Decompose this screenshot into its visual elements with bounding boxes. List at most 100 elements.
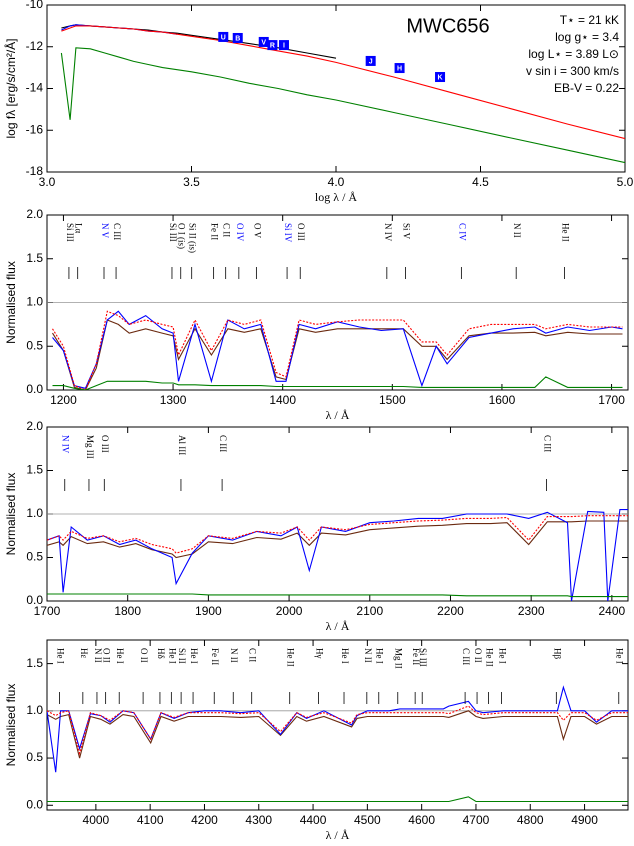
photometry-label: H (397, 65, 402, 72)
photometry-point (278, 40, 289, 51)
line-id: He II (560, 223, 570, 242)
spectrum-line (47, 509, 628, 601)
x-tick-label: 2100 (356, 604, 383, 618)
spectrum-line (61, 24, 337, 59)
line-id: Hβ (552, 648, 562, 659)
line-id: He I (167, 648, 177, 664)
x-tick-label: 1400 (269, 393, 296, 407)
photometry-point (232, 32, 243, 43)
line-id: Si III (65, 223, 75, 242)
y-tick-label: 1.5 (26, 463, 43, 477)
y-tick-label: 0.5 (26, 550, 43, 564)
line-id: N IV (61, 435, 71, 454)
x-tick-label: 2400 (599, 604, 626, 618)
line-id: Si V (401, 223, 411, 240)
line-id: C III (112, 223, 122, 240)
x-tick-label: 1200 (50, 393, 77, 407)
y-tick-label: 0.5 (26, 750, 43, 764)
x-tick-label: 1800 (114, 604, 141, 618)
x-tick-label: 4400 (300, 813, 327, 827)
x-tick-label: 5.0 (617, 175, 634, 189)
x-axis-title: λ / Å (326, 408, 350, 422)
line-id: N II (93, 648, 103, 663)
line-id: O V (252, 223, 262, 239)
spectrum-line (52, 310, 623, 390)
line-id: O IV (235, 223, 245, 242)
line-id: C III (218, 435, 228, 452)
photometry-label: I (283, 42, 285, 49)
spectrum-line (47, 593, 628, 598)
y-tick-label: -18 (26, 164, 44, 178)
x-tick-label: 2000 (276, 604, 303, 618)
x-tick-label: 1600 (489, 393, 516, 407)
line-id: Si III (168, 223, 178, 242)
line-id: He I (55, 648, 65, 664)
annotation: log L⋆ = 3.89 L⊙ (528, 47, 619, 61)
x-tick-label: 4200 (191, 813, 218, 827)
x-tick-label: 4.0 (328, 175, 345, 189)
line-id: Si II (177, 648, 187, 664)
line-id: O III (100, 435, 110, 453)
photometry-label: R (270, 42, 275, 49)
chart-title: MWC656 (406, 15, 489, 37)
x-tick-label: 4500 (354, 813, 381, 827)
plot-frame (46, 4, 626, 173)
y-tick-label: -14 (26, 81, 44, 95)
photometry-point (218, 31, 229, 42)
annotation: T⋆ = 21 kK (560, 13, 619, 27)
line-id: C II (248, 648, 258, 662)
y-tick-label: 0.0 (26, 797, 43, 811)
line-id: O II (139, 648, 149, 663)
y-tick-label: 0.0 (26, 382, 43, 396)
line-id: C III (542, 435, 552, 452)
photometry-point (267, 40, 278, 51)
annotation: v sin i = 300 km/s (526, 64, 619, 78)
x-tick-label: 4100 (137, 813, 164, 827)
spectrum-line (47, 705, 628, 756)
y-tick-label: 0.0 (26, 593, 43, 607)
line-id: He I (615, 648, 625, 664)
line-id: C II (222, 223, 232, 237)
photometry-label: U (221, 34, 226, 41)
x-tick-label: 4800 (517, 813, 544, 827)
spectrum-line (47, 685, 628, 773)
x-tick-label: 4300 (245, 813, 272, 827)
x-axis-title: λ / Å (326, 619, 350, 633)
y-tick-label: -10 (26, 0, 44, 11)
line-id: He II (484, 648, 494, 667)
y-axis-title: Normalised flux (4, 261, 18, 344)
x-tick-label: 1900 (195, 604, 222, 618)
y-tick-label: 2.0 (26, 207, 43, 221)
x-tick-label: 4600 (408, 813, 435, 827)
spectrum-line (47, 520, 628, 559)
line-id: Fe II (210, 648, 220, 665)
line-id: Si II (is) (188, 223, 198, 253)
line-id: Hε (79, 648, 89, 658)
spectrum-line (52, 310, 623, 389)
y-axis-title: log fλ [erg/s/cm²/Å] (3, 38, 18, 138)
y-tick-label: 2.0 (26, 419, 43, 433)
line-id: Al III (177, 435, 187, 455)
line-id: Si IV (283, 223, 293, 243)
y-axis-title: Normalised flux (4, 684, 18, 767)
line-id: He II (286, 648, 296, 667)
y-tick-label: 0.5 (26, 338, 43, 352)
x-tick-label: 3.0 (39, 175, 56, 189)
x-tick-label: 4900 (571, 813, 598, 827)
y-tick-label: 1.0 (26, 295, 43, 309)
y-tick-label: 1.0 (26, 506, 43, 520)
x-tick-label: 1300 (160, 393, 187, 407)
line-id: Lα (74, 223, 84, 233)
spectrum-line (52, 319, 623, 390)
line-id: N V (100, 223, 110, 239)
spectrum-line (60, 47, 625, 164)
x-tick-label: 3.5 (183, 175, 200, 189)
line-id: He I (115, 648, 125, 664)
x-tick-label: 4.5 (472, 175, 489, 189)
photometry-point (394, 63, 405, 74)
line-id: O II (102, 648, 112, 663)
x-axis-title: log λ / Å (315, 190, 357, 204)
spectrum-line (52, 376, 623, 390)
line-id: Mg II (394, 648, 404, 669)
spectrum-line (47, 515, 628, 554)
